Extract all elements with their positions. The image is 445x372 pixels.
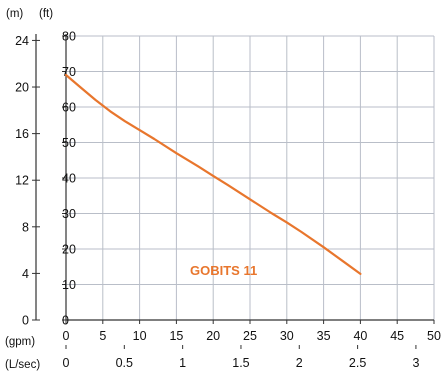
x-tick-label-gpm: 10 [133,329,147,343]
x-tick-label-gpm: 50 [427,329,441,343]
y-tick-label-m: 16 [15,127,29,141]
y-tick-label-ft: 50 [62,136,76,150]
x-tick-label-lsec: 1.5 [232,356,249,370]
y-tick-label-ft: 10 [62,278,76,292]
y-tick-label-m: 0 [22,314,29,328]
y-unit-meters: (m) [6,8,23,20]
x-tick-label-gpm: 35 [317,329,331,343]
y-tick-label-m: 20 [15,81,29,95]
y-tick-label-m: 12 [15,174,29,188]
series-label-gobits-11: GOBITS 11 [190,263,257,278]
x-tick-label-lsec: 2 [296,356,303,370]
x-tick-label-lsec: 0.5 [116,356,133,370]
x-tick-label-gpm: 15 [169,329,183,343]
x-tick-label-gpm: 25 [243,329,257,343]
y-tick-label-ft: 40 [62,172,76,186]
y-tick-label-ft: 80 [62,30,76,44]
x-tick-label-gpm: 5 [99,329,106,343]
x-unit-lsec: (L/sec) [5,359,40,371]
y-unit-feet: (ft) [39,8,53,20]
y-tick-label-ft: 20 [62,243,76,257]
series-line-gobits-11 [64,73,362,275]
axes [32,34,435,349]
y-tick-label-m: 8 [22,220,29,234]
x-tick-label-gpm: 30 [280,329,294,343]
x-tick-label-gpm: 45 [390,329,404,343]
y-tick-label-ft: 30 [62,207,76,221]
x-tick-label-lsec: 3 [412,356,419,370]
y-tick-label-m: 4 [22,267,29,281]
x-unit-gpm: (gpm) [5,336,35,348]
series-layer [64,73,362,275]
x-tick-label-lsec: 1 [179,356,186,370]
y-tick-label-ft: 0 [62,314,69,328]
x-tick-label-lsec: 2.5 [349,356,366,370]
x-tick-label-gpm: 40 [353,329,367,343]
y-tick-label-ft: 60 [62,101,76,115]
x-tick-label-lsec: 0 [63,356,70,370]
x-tick-label-gpm: 0 [63,329,70,343]
x-tick-label-gpm: 20 [206,329,220,343]
y-tick-label-m: 24 [15,34,29,48]
